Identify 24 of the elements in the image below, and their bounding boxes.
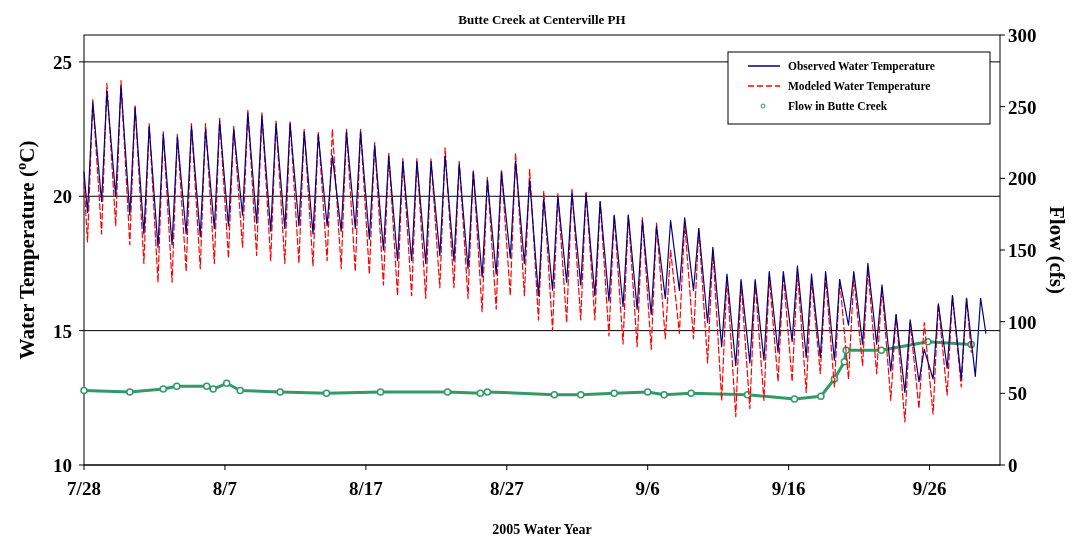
chart-title: Butte Creek at Centerville PH: [458, 12, 626, 27]
x-tick-label: 9/16: [771, 478, 806, 499]
x-tick-label: 7/28: [67, 478, 101, 499]
legend-label: Observed Water Temperature: [788, 60, 935, 73]
y-tick-label: 10: [53, 455, 72, 476]
y2-tick-label: 100: [1008, 311, 1037, 333]
y-tick-label: 25: [53, 51, 72, 73]
y-tick-label: 15: [53, 320, 72, 342]
legend-label: Flow in Butte Creek: [788, 100, 888, 112]
x-tick-label: 8/17: [348, 478, 384, 499]
x-tick-label: 9/26: [912, 478, 947, 499]
x-tick-label: 8/7: [212, 478, 238, 499]
y2-tick-label: 50: [1008, 383, 1027, 405]
y2-tick-label: 300: [1008, 25, 1037, 46]
y2-tick-label: 0: [1008, 455, 1018, 476]
x-tick-label: 8/27: [489, 478, 525, 499]
x-tick-label: 9/6: [635, 478, 660, 499]
legend-label: Modeled Water Temperature: [788, 80, 931, 93]
y-tick-label: 20: [53, 186, 72, 208]
x-axis-title: 2005 Water Year: [492, 522, 592, 537]
y2-axis-title: Flow (cfs): [1045, 205, 1069, 295]
y2-tick-label: 150: [1008, 240, 1037, 261]
y2-tick-label: 250: [1008, 96, 1037, 118]
y2-tick-label: 200: [1008, 168, 1037, 190]
